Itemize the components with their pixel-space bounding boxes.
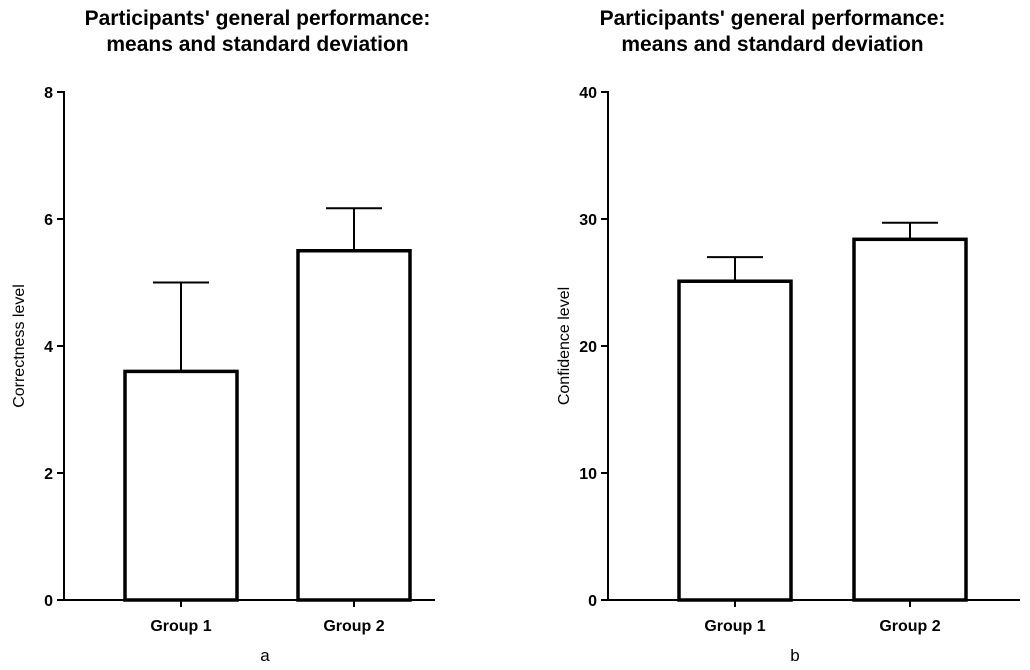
y-tick-label: 0 (44, 593, 53, 610)
y-tick-label: 0 (588, 593, 597, 610)
y-tick-label: 6 (44, 212, 53, 229)
bar-chart-plot: 0 10 20 30 40 Group 1 Group 2 (579, 85, 1020, 635)
x-tick-label: Group 2 (879, 618, 940, 635)
chart-title-line1: Participants' general performance: (84, 7, 431, 30)
x-tick-label: Group 1 (150, 618, 211, 635)
y-tick-label: 40 (579, 85, 597, 102)
x-tick-label: Group 1 (704, 618, 765, 635)
panel-label: a (260, 646, 270, 665)
chart-title-line2: means and standard deviation (621, 33, 924, 56)
chart-title-line2: means and standard deviation (106, 33, 409, 56)
y-tick-label: 10 (579, 466, 597, 483)
bar-2 (852, 237, 968, 602)
y-tick-label: 30 (579, 212, 597, 229)
bar-1 (123, 369, 239, 602)
y-tick-label: 2 (44, 466, 53, 483)
y-tick-label: 20 (579, 339, 597, 356)
y-tick-label: 4 (44, 339, 53, 356)
chart-title: Participants' general performance: means… (0, 6, 515, 58)
chart-panel-a: Participants' general performance: means… (0, 6, 515, 665)
chart-title-line1: Participants' general performance: (599, 7, 946, 30)
x-tick-label: Group 2 (323, 618, 384, 635)
bar-chart-plot: 0 2 4 6 8 Group 1 Group 2 (44, 85, 435, 635)
bar-2 (296, 249, 412, 602)
bar-1 (677, 279, 793, 602)
panel-label: b (790, 646, 800, 665)
y-tick-label: 8 (44, 85, 53, 102)
chart-title: Participants' general performance: means… (515, 6, 1030, 58)
chart-panel-b: Participants' general performance: means… (515, 0, 1030, 670)
